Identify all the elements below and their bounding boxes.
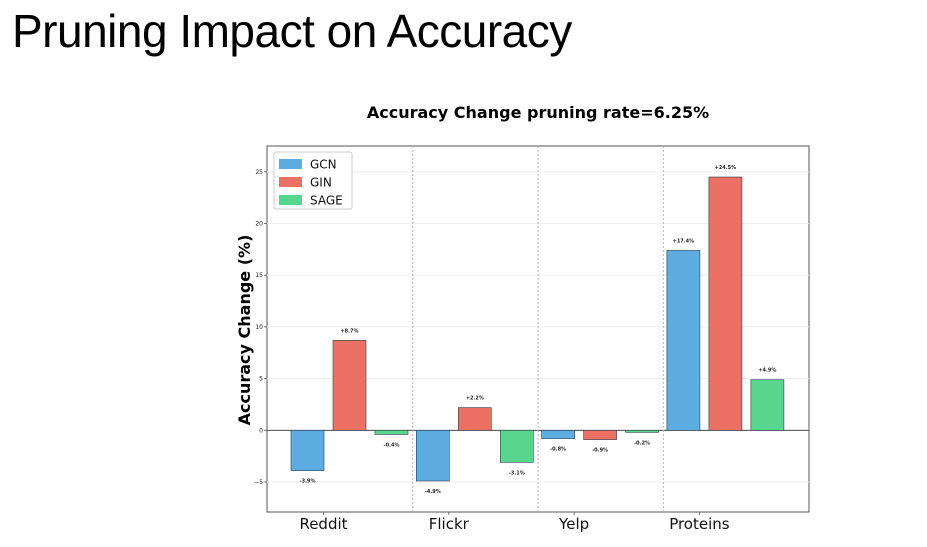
bar-gin — [332, 340, 367, 431]
bar-sage — [374, 430, 409, 435]
legend-label-gcn: GCN — [310, 158, 337, 172]
data-label: +2.2% — [466, 396, 484, 402]
bar-gcn — [666, 250, 701, 431]
bar-gcn — [541, 430, 575, 439]
bar-sage — [625, 430, 659, 433]
y-tick-label: 5 — [259, 376, 263, 383]
y-axis-label: Accuracy Change (%) — [235, 235, 254, 426]
data-label: -0.4% — [384, 442, 400, 448]
data-label: -4.9% — [425, 489, 441, 495]
legend-label-gin: GIN — [310, 176, 332, 190]
bar-sage — [499, 430, 534, 463]
data-label: +8.7% — [340, 328, 358, 334]
bar-gin — [583, 430, 617, 440]
data-label: -3.1% — [509, 470, 525, 476]
x-tick-label: Flickr — [429, 515, 470, 533]
y-tick-label: 25 — [255, 169, 263, 176]
bar-sage — [750, 379, 785, 431]
y-tick-label: −5 — [254, 479, 263, 486]
bar-gcn — [415, 430, 450, 482]
legend-swatch-gcn — [279, 159, 302, 169]
chart-title: Accuracy Change pruning rate=6.25% — [367, 103, 709, 122]
x-tick-label: Proteins — [669, 515, 730, 533]
x-tick-label: Yelp — [558, 515, 589, 533]
bar-gin — [457, 407, 492, 431]
data-label: +17.4% — [673, 238, 695, 244]
data-label: -0.2% — [634, 440, 650, 446]
y-tick-label: 15 — [255, 272, 263, 279]
y-tick-label: 10 — [255, 324, 263, 331]
data-label: -0.8% — [550, 447, 566, 453]
y-tick-label: 20 — [255, 221, 263, 228]
y-tick-label: 0 — [259, 427, 263, 434]
data-label: -0.9% — [592, 448, 608, 454]
slide-title: Pruning Impact on Accuracy — [12, 5, 572, 57]
data-label: -3.9% — [300, 479, 316, 485]
plot-area: 25 20 15 10 5 0 −5 -3.9% +8.7% -0.4% Reddit -4.9% +2… — [254, 145, 810, 533]
bar-gin — [708, 176, 743, 431]
legend-swatch-sage — [279, 195, 302, 205]
data-label: +4.9% — [758, 368, 776, 374]
x-tick-label: Reddit — [299, 515, 347, 533]
legend-label-sage: SAGE — [310, 194, 343, 208]
data-label: +24.5% — [715, 165, 737, 171]
bar-gcn — [290, 430, 325, 471]
legend-swatch-gin — [279, 177, 302, 187]
